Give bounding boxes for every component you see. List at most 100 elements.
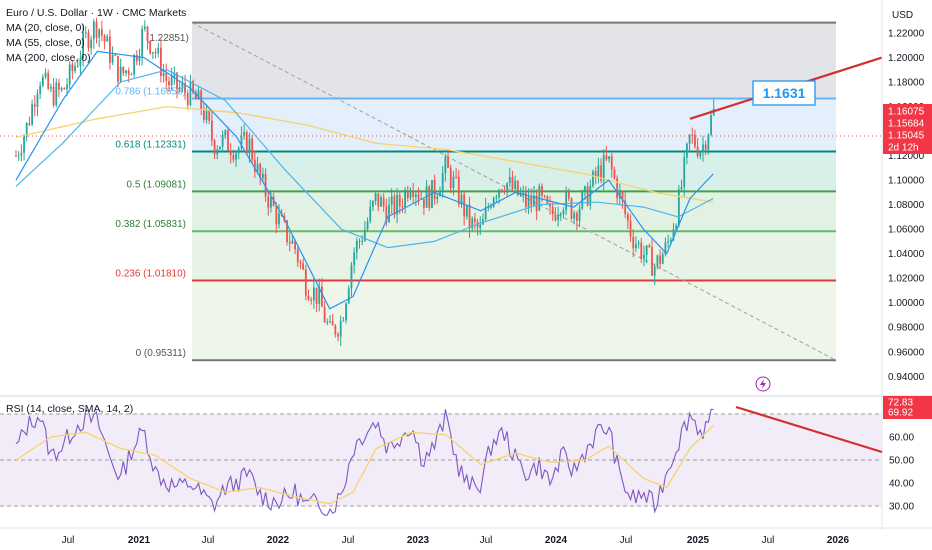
candle-body	[404, 190, 407, 208]
candle-body	[33, 104, 36, 107]
candle-body	[68, 64, 71, 85]
x-tick-label: Jul	[620, 535, 633, 546]
candle-body	[162, 72, 165, 77]
candle-body	[278, 213, 280, 225]
candle-body	[122, 66, 125, 74]
candle-body	[672, 229, 675, 240]
candle-body	[202, 108, 205, 120]
candle-body	[82, 32, 84, 59]
candle-body	[92, 21, 95, 40]
candle-body	[702, 144, 704, 153]
candle-body	[47, 72, 50, 89]
candle-body	[377, 193, 380, 207]
candle-body	[401, 206, 404, 208]
candle-body	[31, 104, 34, 125]
currency-label: USD	[892, 10, 913, 21]
price-tag-countdown: 2d 12h	[888, 143, 919, 154]
candle-body	[530, 197, 533, 206]
candle-body	[334, 325, 337, 335]
candle-body	[380, 197, 382, 207]
candle-body	[261, 173, 264, 179]
y-tick-label: 1.06000	[888, 225, 925, 236]
candle-body	[557, 214, 559, 221]
candle-body	[291, 240, 294, 244]
candle-body	[447, 156, 449, 168]
candle-body	[58, 82, 60, 90]
candle-body	[503, 191, 506, 193]
candle-body	[610, 156, 613, 170]
candle-body	[648, 245, 651, 248]
candle-body	[492, 197, 495, 207]
fib-zone-5	[192, 280, 836, 361]
fib-label-0.382: 0.382 (1.05831)	[115, 219, 186, 230]
candle-body	[677, 189, 680, 226]
candle-body	[141, 28, 144, 57]
candle-body	[471, 218, 474, 229]
candle-body	[664, 242, 667, 255]
candle-body	[694, 134, 696, 147]
candle-body	[522, 192, 525, 194]
fib-label-0.236: 0.236 (1.01810)	[115, 269, 186, 280]
candle-body	[181, 83, 184, 88]
candle-body	[479, 224, 482, 228]
rsi-legend[interactable]: RSI (14, close, SMA, 14, 2)	[6, 403, 134, 415]
candle-body	[256, 163, 259, 172]
ma55-line	[15, 69, 714, 249]
candle-body	[227, 130, 229, 151]
candle-body	[632, 236, 635, 249]
ma20-line	[15, 50, 714, 310]
candle-body	[433, 180, 436, 200]
candle-body	[315, 287, 318, 304]
candle-body	[130, 74, 133, 76]
candle-body	[465, 204, 468, 217]
annotation-box	[752, 80, 816, 106]
candle-body	[114, 54, 117, 56]
candle-body	[551, 206, 554, 215]
ma200-legend[interactable]: MA (200, close, 0)	[6, 52, 91, 64]
candle-body	[439, 191, 441, 197]
candle-body	[63, 87, 66, 90]
candle-body	[428, 186, 431, 209]
candle-body	[106, 36, 109, 42]
candle-body	[135, 54, 138, 62]
candle-body	[170, 76, 173, 86]
candle-body	[653, 266, 656, 276]
x-tick-label: Jul	[62, 535, 75, 546]
candle-body	[452, 176, 455, 188]
candle-body	[296, 249, 299, 262]
candle-body	[460, 194, 463, 205]
y-tick-label: 1.22000	[888, 29, 925, 40]
candle-body	[90, 39, 93, 49]
y-tick-label: 0.96000	[888, 347, 925, 358]
candle-body	[36, 93, 39, 107]
candle-body	[388, 204, 390, 223]
candle-body	[71, 64, 74, 72]
candle-body	[178, 87, 181, 89]
candle-body	[186, 93, 189, 106]
fib-zone-3	[192, 191, 836, 232]
candle-body	[527, 197, 530, 208]
ma20-legend[interactable]: MA (20, close, 0)	[6, 22, 85, 34]
candle-body	[87, 32, 90, 49]
candle-body	[211, 120, 213, 141]
price-tag-level3: 1.15045	[888, 131, 925, 142]
candle-body	[363, 229, 366, 241]
x-tick-label: 2023	[407, 535, 430, 546]
ma55-legend[interactable]: MA (55, close, 0)	[6, 37, 85, 49]
y-tick-label: 1.02000	[888, 274, 925, 285]
candle-body	[511, 177, 514, 189]
candle-body	[699, 152, 702, 157]
candle-body	[659, 255, 661, 264]
candle-body	[55, 82, 58, 106]
candle-body	[710, 115, 712, 135]
candle-body	[562, 210, 565, 215]
symbol-title[interactable]: Euro / U.S. Dollar · 1W · CMC Markets	[6, 7, 187, 19]
candle-body	[396, 194, 398, 215]
candle-body	[326, 322, 329, 324]
candle-body	[76, 65, 79, 67]
candle-body	[629, 220, 632, 237]
candle-body	[506, 183, 508, 192]
candle-body	[103, 35, 106, 42]
